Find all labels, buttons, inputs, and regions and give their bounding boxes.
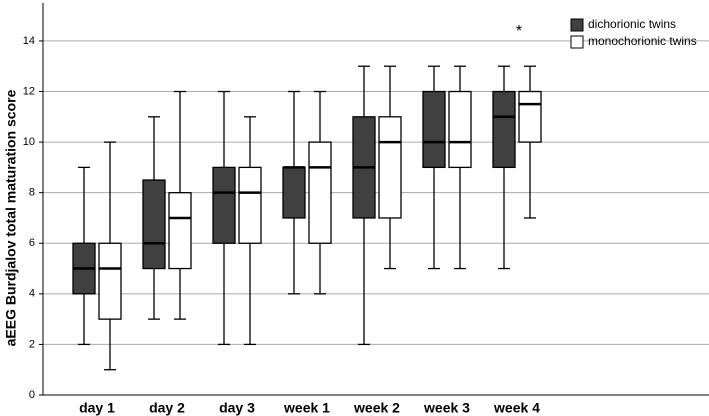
annotation: * xyxy=(516,23,522,40)
box xyxy=(422,90,446,169)
x-tick-label: day 2 xyxy=(149,400,185,416)
box xyxy=(212,166,236,244)
y-axis-label: aEEG Burdjalov total maturation score xyxy=(3,89,19,346)
y-tick-label: 6 xyxy=(29,237,35,249)
y-tick-label: 8 xyxy=(29,187,35,199)
box xyxy=(142,179,166,270)
box xyxy=(238,166,262,244)
box xyxy=(448,90,472,169)
x-tick-label: day 1 xyxy=(79,400,115,416)
box xyxy=(518,90,542,143)
legend-label: monochorionic twins xyxy=(588,34,697,48)
x-tick-label: week 3 xyxy=(423,400,470,416)
y-tick-label: 10 xyxy=(23,136,35,148)
legend-swatch xyxy=(570,18,584,32)
legend-swatch xyxy=(570,35,584,49)
box xyxy=(168,192,192,270)
x-tick-label: day 3 xyxy=(219,400,255,416)
box xyxy=(308,141,332,244)
y-tick-label: 2 xyxy=(29,338,35,350)
x-tick-label: week 2 xyxy=(353,400,400,416)
box xyxy=(378,116,402,219)
box xyxy=(282,166,306,219)
box xyxy=(98,242,122,320)
box xyxy=(492,90,516,169)
y-tick-label: 12 xyxy=(23,85,35,97)
legend-label: dichorionic twins xyxy=(588,17,676,31)
y-tick-label: 14 xyxy=(23,35,35,47)
x-tick-label: week 4 xyxy=(493,400,540,416)
y-tick-label: 0 xyxy=(29,389,35,401)
y-tick-label: 4 xyxy=(29,288,35,300)
x-tick-label: week 1 xyxy=(283,400,330,416)
